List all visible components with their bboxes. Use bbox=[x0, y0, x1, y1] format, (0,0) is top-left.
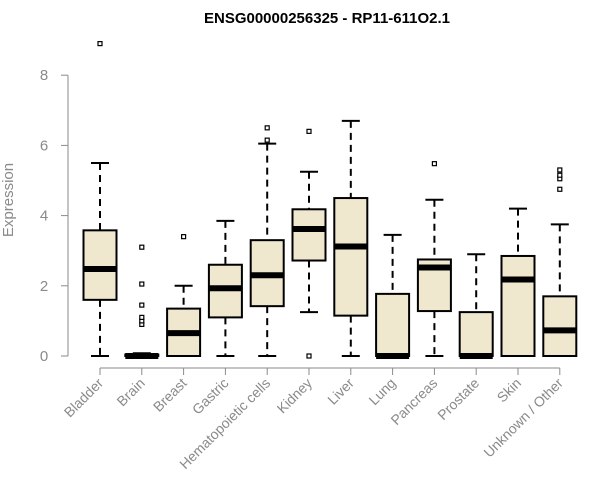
box-breast bbox=[166, 234, 202, 357]
box-gastric bbox=[207, 219, 243, 357]
y-tick-label: 4 bbox=[40, 208, 48, 225]
outlier-point bbox=[306, 353, 312, 359]
chart-title: ENSG00000256325 - RP11-611O2.1 bbox=[204, 10, 450, 27]
iqr-box bbox=[458, 311, 494, 357]
y-tick-label: 0 bbox=[40, 348, 48, 365]
box-kidney bbox=[291, 128, 327, 359]
x-tick-label: Kidney bbox=[274, 375, 316, 417]
y-axis-label: Expression bbox=[0, 163, 17, 237]
outlier-point bbox=[139, 281, 145, 287]
iqr-box bbox=[333, 197, 369, 317]
outlier-point bbox=[557, 167, 563, 173]
box-hematopoietic-cells bbox=[249, 125, 285, 357]
iqr-box bbox=[500, 254, 536, 357]
iqr-box bbox=[375, 292, 411, 357]
outlier-point bbox=[264, 125, 270, 131]
outlier-point bbox=[557, 186, 563, 192]
box-unknown-other bbox=[542, 167, 578, 357]
x-tick-label: Breast bbox=[150, 375, 190, 415]
boxes-layer bbox=[82, 41, 578, 359]
x-tick-label: Lung bbox=[365, 375, 398, 408]
x-tick-label: Prostate bbox=[434, 375, 482, 423]
x-tick-label: Unknown / Other bbox=[480, 375, 566, 461]
outlier-point bbox=[139, 314, 145, 320]
box-lung bbox=[375, 233, 411, 359]
x-tick-label: Bladder bbox=[61, 375, 107, 421]
outlier-point bbox=[139, 302, 145, 308]
y-axis: 0 2 4 6 8 bbox=[40, 67, 69, 365]
outlier-point bbox=[139, 244, 145, 250]
outlier-point bbox=[431, 161, 437, 167]
outlier-point bbox=[181, 234, 187, 240]
box-pancreas bbox=[416, 161, 452, 357]
box-prostate bbox=[458, 253, 494, 359]
y-tick-label: 2 bbox=[40, 278, 48, 295]
outlier-point bbox=[97, 41, 103, 47]
outlier-point bbox=[264, 137, 270, 143]
y-tick-label: 8 bbox=[40, 67, 48, 84]
box-brain bbox=[124, 244, 160, 359]
iqr-box bbox=[291, 208, 327, 262]
outlier-point bbox=[557, 172, 563, 178]
box-skin bbox=[500, 207, 536, 357]
x-tick-label: Liver bbox=[324, 375, 357, 408]
x-tick-label: Skin bbox=[494, 375, 525, 406]
x-tick-label: Brain bbox=[113, 375, 147, 409]
outlier-point bbox=[306, 128, 312, 134]
y-tick-label: 6 bbox=[40, 137, 48, 154]
box-liver bbox=[333, 119, 369, 357]
iqr-box bbox=[82, 229, 118, 301]
box-bladder bbox=[82, 41, 118, 357]
iqr-box bbox=[542, 295, 578, 357]
